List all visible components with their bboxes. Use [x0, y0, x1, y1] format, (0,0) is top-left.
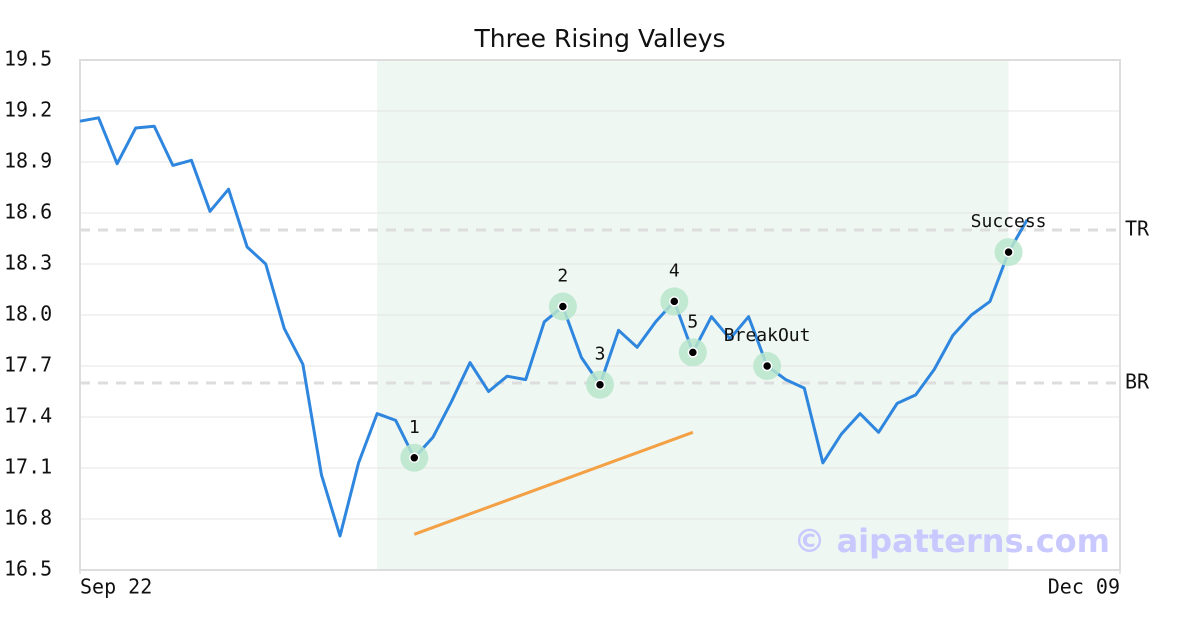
y-tick-label: 18.9 [4, 149, 52, 173]
pivot-dot [687, 347, 699, 358]
pivot-dot [557, 301, 569, 312]
pivot-dot [761, 360, 773, 372]
pivot-label: 4 [669, 260, 680, 281]
y-tick-label: 16.8 [4, 506, 52, 530]
y-tick-label: 19.2 [4, 98, 52, 122]
pivot-dot [594, 379, 606, 390]
x-tick-label: Dec 09 [1048, 575, 1120, 599]
plot-frame [79, 59, 1121, 571]
trend-line [413, 430, 694, 536]
pivot-label: 2 [557, 266, 568, 287]
pivot-label: 1 [409, 417, 420, 438]
pivot-dot [409, 452, 420, 464]
pivot-dot [1003, 246, 1014, 258]
level-label: TR [1125, 217, 1150, 241]
pivot-label: 3 [595, 344, 606, 365]
y-tick-label: 16.5 [4, 557, 52, 581]
y-tick-label: 17.7 [4, 353, 52, 377]
chart-title: Three Rising Valleys [473, 24, 725, 53]
pivot-dot [669, 296, 680, 307]
level-label: BR [1125, 370, 1150, 394]
pivot-label: 5 [687, 311, 698, 332]
y-tick-label: 19.5 [4, 47, 52, 71]
pivot-label: BreakOut [724, 325, 811, 346]
pivot-label: Success [971, 211, 1047, 232]
x-tick-label: Sep 22 [80, 575, 152, 599]
y-tick-label: 18.3 [4, 251, 52, 275]
y-tick-label: 18.6 [4, 200, 52, 224]
y-tick-label: 18.0 [4, 302, 52, 326]
watermark: © aipatterns.com [793, 522, 1110, 560]
y-tick-label: 17.1 [4, 455, 52, 479]
y-tick-label: 17.4 [4, 404, 52, 428]
